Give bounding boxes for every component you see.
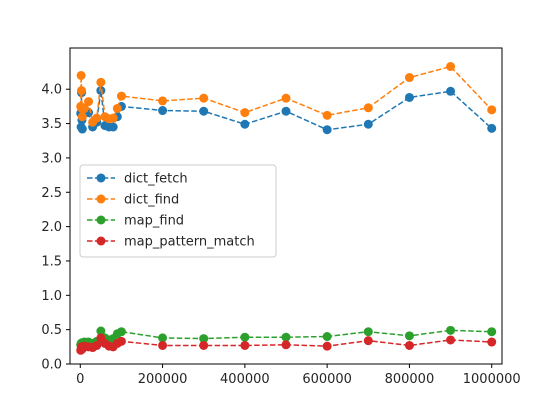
data-point: [199, 340, 209, 350]
legend-marker: [96, 236, 106, 246]
data-point: [487, 123, 497, 133]
data-point: [446, 86, 456, 96]
data-point: [322, 125, 332, 135]
x-tick-label: 600000: [302, 372, 352, 387]
data-point: [240, 108, 250, 118]
plot-frame: [69, 47, 503, 365]
y-tick-label: 0.0: [41, 358, 62, 373]
data-point: [158, 340, 168, 350]
data-point: [281, 340, 291, 350]
data-point: [487, 105, 497, 115]
series-map-pattern-match: [76, 333, 497, 355]
legend-item: map_pattern_match: [87, 235, 255, 250]
data-point: [96, 326, 106, 336]
data-point: [116, 336, 126, 346]
data-point: [199, 106, 209, 116]
series-dict-find: [76, 62, 497, 127]
data-point: [322, 110, 332, 120]
y-tick-label: 3.0: [41, 151, 62, 166]
data-point: [108, 113, 118, 123]
legend-label: map_pattern_match: [124, 235, 255, 250]
legend-box: [79, 164, 277, 258]
legend: dict_fetch dict_find map_find map_pattern_m…: [79, 164, 277, 258]
data-point: [281, 106, 291, 116]
data-point: [446, 335, 456, 345]
data-point: [487, 327, 497, 337]
x-tick-label: 0: [76, 372, 84, 387]
legend-label: dict_find: [124, 193, 179, 208]
data-point: [322, 341, 332, 351]
y-tick-label: 1.5: [41, 254, 62, 269]
data-point: [158, 96, 168, 106]
data-point: [363, 119, 373, 129]
legend-marker: [96, 194, 106, 204]
y-tick-label: 0.5: [41, 323, 62, 338]
data-point: [404, 331, 414, 341]
data-point: [487, 337, 497, 347]
data-point: [363, 336, 373, 346]
data-point: [96, 77, 106, 87]
data-point: [79, 103, 89, 113]
data-point: [158, 333, 168, 343]
data-point: [96, 86, 106, 96]
series-layer: [76, 62, 497, 355]
data-point: [77, 112, 87, 122]
legend-item: dict_fetch: [87, 172, 188, 187]
data-point: [199, 93, 209, 103]
data-point: [92, 340, 102, 350]
data-point: [322, 332, 332, 342]
y-tick-label: 4.0: [41, 83, 62, 98]
legend-label: map_find: [124, 214, 184, 229]
data-point: [92, 113, 102, 123]
data-point: [108, 122, 118, 132]
data-point: [281, 93, 291, 103]
data-point: [281, 332, 291, 342]
x-tick-label: 1000000: [463, 372, 521, 387]
legend-item: map_find: [87, 214, 184, 229]
data-point: [363, 327, 373, 337]
data-point: [77, 124, 87, 134]
data-point: [199, 334, 209, 344]
x-tick-label: 800000: [385, 372, 435, 387]
data-point: [404, 92, 414, 102]
data-point: [446, 62, 456, 72]
axes-layer: 0 200000 400000 600000 800000 1000000 0.0 0.5 1.…: [41, 47, 521, 387]
data-point: [404, 73, 414, 83]
y-tick-label: 2.0: [41, 220, 62, 235]
data-point: [240, 119, 250, 129]
x-tick-label: 200000: [138, 372, 188, 387]
data-point: [77, 86, 87, 96]
data-point: [112, 103, 122, 113]
y-tick-label: 2.5: [41, 186, 62, 201]
data-point: [404, 340, 414, 350]
legend-label: dict_fetch: [124, 172, 188, 187]
legend-marker: [96, 215, 106, 225]
data-point: [76, 70, 86, 80]
data-point: [446, 325, 456, 335]
data-point: [116, 327, 126, 337]
legend-item: dict_find: [87, 193, 179, 208]
y-tick-label: 1.0: [41, 289, 62, 304]
series-dict-fetch: [76, 86, 497, 135]
data-point: [116, 91, 126, 101]
x-tick-label: 400000: [220, 372, 270, 387]
data-point: [240, 340, 250, 350]
data-point: [363, 103, 373, 113]
y-tick-label: 3.5: [41, 117, 62, 132]
data-point: [240, 332, 250, 342]
data-point: [158, 106, 168, 116]
data-point: [84, 97, 94, 107]
legend-marker: [96, 173, 106, 183]
